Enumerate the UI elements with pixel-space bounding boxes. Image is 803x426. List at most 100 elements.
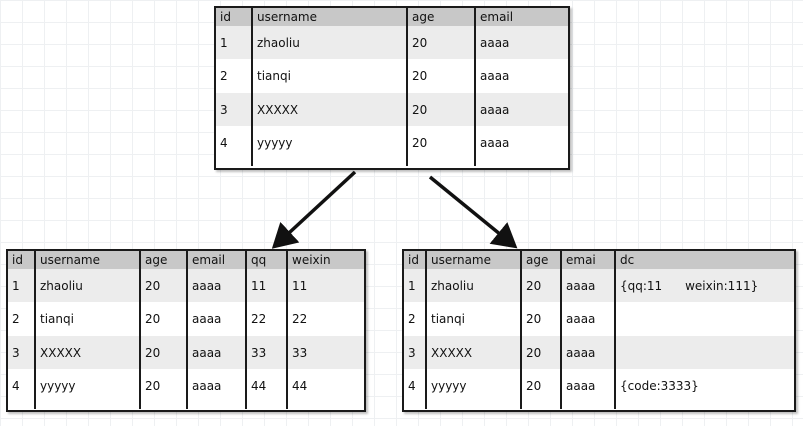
table-cell: 22 xyxy=(247,302,288,336)
table-row: 4 yyyyy 20 aaaa 44 44 xyxy=(8,369,364,403)
tail-cell xyxy=(8,403,36,409)
table-cell: aaaa xyxy=(188,336,247,369)
dynamic-column-table: id username age emai dc 1 zhaoliu 20 aaaa {qq:11 … xyxy=(402,249,796,412)
table-row: 3 XXXXX 20 aaaa xyxy=(216,93,568,126)
table-tail xyxy=(8,403,364,409)
tail-cell xyxy=(247,403,288,409)
table-cell: tianqi xyxy=(253,59,408,93)
table-cell: aaaa xyxy=(480,103,510,117)
table-cell: aaaa xyxy=(562,336,616,369)
table-cell: 22 xyxy=(292,312,308,326)
table-cell: XXXXX xyxy=(253,93,408,126)
table-tail xyxy=(216,160,568,166)
table-cell: tianqi xyxy=(427,302,522,336)
table-row: 2 tianqi 20 aaaa xyxy=(216,59,568,93)
table-cell: {qq:11 weixin:111} xyxy=(620,279,759,293)
table-row: 3 XXXXX 20 aaaa 33 33 xyxy=(8,336,364,369)
arrow-to-right-table xyxy=(428,175,518,249)
table-cell: 2 xyxy=(404,302,427,336)
table-cell: aaaa xyxy=(188,369,247,403)
table-cell: yyyyy xyxy=(427,369,522,403)
table-cell: 2 xyxy=(216,59,253,93)
table-cell: yyyyy xyxy=(253,126,408,160)
tail-cell xyxy=(216,160,253,166)
tail-cell xyxy=(408,160,476,166)
column-header: age xyxy=(408,8,476,26)
table-cell: 20 xyxy=(522,336,562,369)
table-row: 4 yyyyy 20 aaaa {code:3333} xyxy=(404,369,794,403)
table-cell: 20 xyxy=(141,269,188,302)
header-row: id username age email qq weixin xyxy=(8,251,364,269)
table-cell: zhaoliu xyxy=(253,26,408,59)
column-header: id xyxy=(404,251,427,269)
tail-cell xyxy=(188,403,247,409)
table-row: 2 tianqi 20 aaaa xyxy=(404,302,794,336)
table-cell: 11 xyxy=(292,279,308,293)
tail-cell xyxy=(562,403,616,409)
column-header: email xyxy=(188,251,247,269)
table-cell: aaaa xyxy=(188,269,247,302)
table-cell: aaaa xyxy=(480,36,510,50)
table-cell: 20 xyxy=(408,93,476,126)
table-cell: aaaa xyxy=(480,69,510,83)
tail-cell xyxy=(36,403,141,409)
table-cell: 20 xyxy=(522,269,562,302)
table-cell: aaaa xyxy=(188,302,247,336)
table-cell: 20 xyxy=(141,336,188,369)
table-cell: 3 xyxy=(216,93,253,126)
tail-cell xyxy=(288,403,363,409)
column-header: username xyxy=(427,251,522,269)
arrow-to-left-table xyxy=(271,170,357,249)
table-cell: 1 xyxy=(216,26,253,59)
table-cell: 11 xyxy=(247,269,288,302)
table-cell: yyyyy xyxy=(36,369,141,403)
header-row: id username age emai dc xyxy=(404,251,794,269)
table-row: 4 yyyyy 20 aaaa xyxy=(216,126,568,160)
table-cell: 4 xyxy=(404,369,427,403)
table-cell: 20 xyxy=(141,369,188,403)
tail-cell xyxy=(616,403,793,409)
table-cell: {code:3333} xyxy=(620,379,699,393)
table-cell: zhaoliu xyxy=(36,269,141,302)
table-cell: 2 xyxy=(8,302,36,336)
column-header: id xyxy=(216,8,253,26)
table-cell: 4 xyxy=(216,126,253,160)
wide-columns-table: id username age email qq weixin 1 zhaoliu 20 aaaa… xyxy=(6,249,366,412)
tail-cell xyxy=(253,160,408,166)
table-cell: aaaa xyxy=(562,269,616,302)
table-cell: 20 xyxy=(408,126,476,160)
column-header: emai xyxy=(562,251,616,269)
table-row: 1 zhaoliu 20 aaaa {qq:11 weixin:111} xyxy=(404,269,794,302)
table-cell: 20 xyxy=(408,26,476,59)
table-cell: 20 xyxy=(522,369,562,403)
column-header: age xyxy=(141,251,188,269)
tail-cell xyxy=(476,160,567,166)
tail-cell xyxy=(141,403,188,409)
table-cell: aaaa xyxy=(480,136,510,150)
table-cell: zhaoliu xyxy=(427,269,522,302)
column-header: username xyxy=(36,251,141,269)
column-header: weixin xyxy=(292,253,331,267)
table-cell: 33 xyxy=(292,346,308,360)
table-cell: aaaa xyxy=(562,302,616,336)
header-row: id username age email xyxy=(216,8,568,26)
table-cell: 1 xyxy=(404,269,427,302)
table-cell: 3 xyxy=(404,336,427,369)
column-header: email xyxy=(480,10,514,24)
table-cell: 44 xyxy=(292,379,308,393)
table-cell: 20 xyxy=(141,302,188,336)
table-cell: 20 xyxy=(522,302,562,336)
table-row: 1 zhaoliu 20 aaaa 11 11 xyxy=(8,269,364,302)
column-header: username xyxy=(253,8,408,26)
table-cell: 4 xyxy=(8,369,36,403)
table-cell: aaaa xyxy=(562,369,616,403)
tail-cell xyxy=(427,403,522,409)
column-header: qq xyxy=(247,251,288,269)
table-row: 2 tianqi 20 aaaa 22 22 xyxy=(8,302,364,336)
table-cell xyxy=(616,302,793,336)
table-cell: 33 xyxy=(247,336,288,369)
table-tail xyxy=(404,403,794,409)
table-row: 1 zhaoliu 20 aaaa xyxy=(216,26,568,59)
column-header: id xyxy=(8,251,36,269)
